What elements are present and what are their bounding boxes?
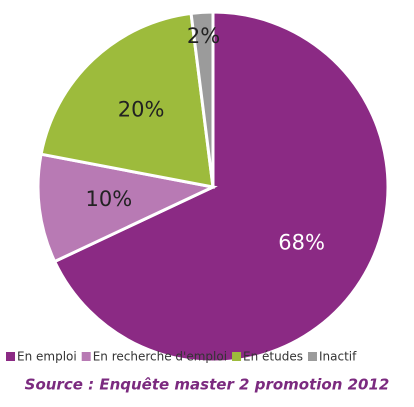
slice-label: 2% xyxy=(187,24,220,48)
legend-label: En recherche d'emploi xyxy=(93,350,227,364)
pie-slice xyxy=(52,10,390,364)
source: Source : Enquête master 2 promotion 2012 xyxy=(25,376,390,394)
legend-label: En études xyxy=(243,350,303,364)
slice-label: 10% xyxy=(85,187,132,211)
legend-label: Inactif xyxy=(319,350,357,364)
pie-slice xyxy=(39,11,215,189)
slice-label: 20% xyxy=(118,97,165,121)
legend-swatch xyxy=(81,352,91,361)
legend-swatch xyxy=(6,352,15,361)
legend-swatch xyxy=(232,352,242,361)
legend-swatch xyxy=(307,352,317,361)
pie-slice xyxy=(189,10,215,188)
pie-slice xyxy=(36,152,218,264)
slice-label: 68% xyxy=(278,230,325,254)
legend-label: En emploi xyxy=(17,350,77,364)
